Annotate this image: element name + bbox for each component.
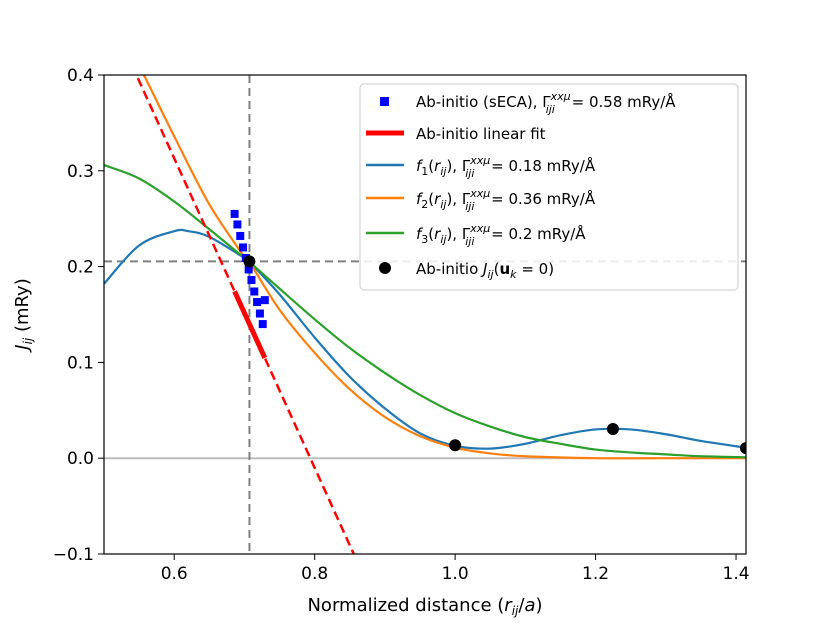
- legend-label-linear-fit: Ab-initio linear fit: [416, 125, 546, 143]
- sECA-marker-1: [233, 220, 242, 229]
- legend-marker-sECA: [380, 97, 389, 106]
- sECA-marker-2: [236, 231, 245, 240]
- sECA-marker-11: [260, 296, 269, 305]
- y-tick-label-5: 0.4: [67, 66, 94, 86]
- ab-initio-point-1: [449, 439, 462, 452]
- sECA-marker-5: [244, 265, 253, 274]
- legend-box: [359, 83, 739, 291]
- series-f3-line: [104, 164, 746, 459]
- series-f2-line: [142, 75, 746, 460]
- legend: Ab-initio (sECA), Γxxμ iji = 0.58 mRy/Å A…: [359, 83, 739, 291]
- y-tick-label-3: 0.2: [67, 258, 94, 278]
- sECA-marker-3: [239, 243, 248, 252]
- x-tick-label-2: 1.0: [442, 564, 469, 584]
- legend-label-f2: f2(rij), Γxxμ iji = 0.36 mRy/Å: [416, 187, 596, 213]
- x-tick-label-4: 1.4: [723, 564, 750, 584]
- axes-frame: [103, 74, 747, 555]
- y-axis-label: Jij (mRy): [12, 278, 35, 352]
- ab-initio-point-3: [740, 442, 746, 455]
- legend-label-ab-initio-points: Ab-initio Jij(uk = 0): [416, 260, 554, 281]
- y-tick-label-2: 0.1: [67, 353, 94, 373]
- sECA-marker-8: [253, 298, 262, 307]
- ab-initio-point-0: [243, 255, 256, 268]
- y-tick-label-1: 0.0: [67, 449, 94, 469]
- x-tick-label-1: 0.8: [301, 564, 328, 584]
- sECA-marker-0: [230, 209, 239, 218]
- series-f1-line: [104, 228, 746, 450]
- ab-initio-point-2: [606, 422, 619, 435]
- legend-label-f3: f3(rij), Γxxμ iji = 0.2 mRy/Å: [416, 222, 586, 248]
- sECA-marker-9: [255, 309, 264, 318]
- sECA-marker-10: [258, 320, 267, 329]
- y-tick-label-0: −0.1: [53, 545, 94, 565]
- sECA-marker-6: [247, 276, 256, 285]
- legend-label-f1: f1(rij), Γxxμ iji = 0.18 mRy/Å: [416, 154, 596, 180]
- x-tick-label-0: 0.6: [161, 564, 188, 584]
- x-tick-label-3: 1.2: [582, 564, 609, 584]
- y-tick-label-4: 0.3: [67, 162, 94, 182]
- legend-marker-ab-initio-points: [379, 262, 391, 274]
- x-axis-label: Normalized distance (rij/a): [307, 595, 542, 618]
- series-linear-fit-segment: [232, 290, 268, 359]
- sECA-marker-7: [250, 287, 259, 296]
